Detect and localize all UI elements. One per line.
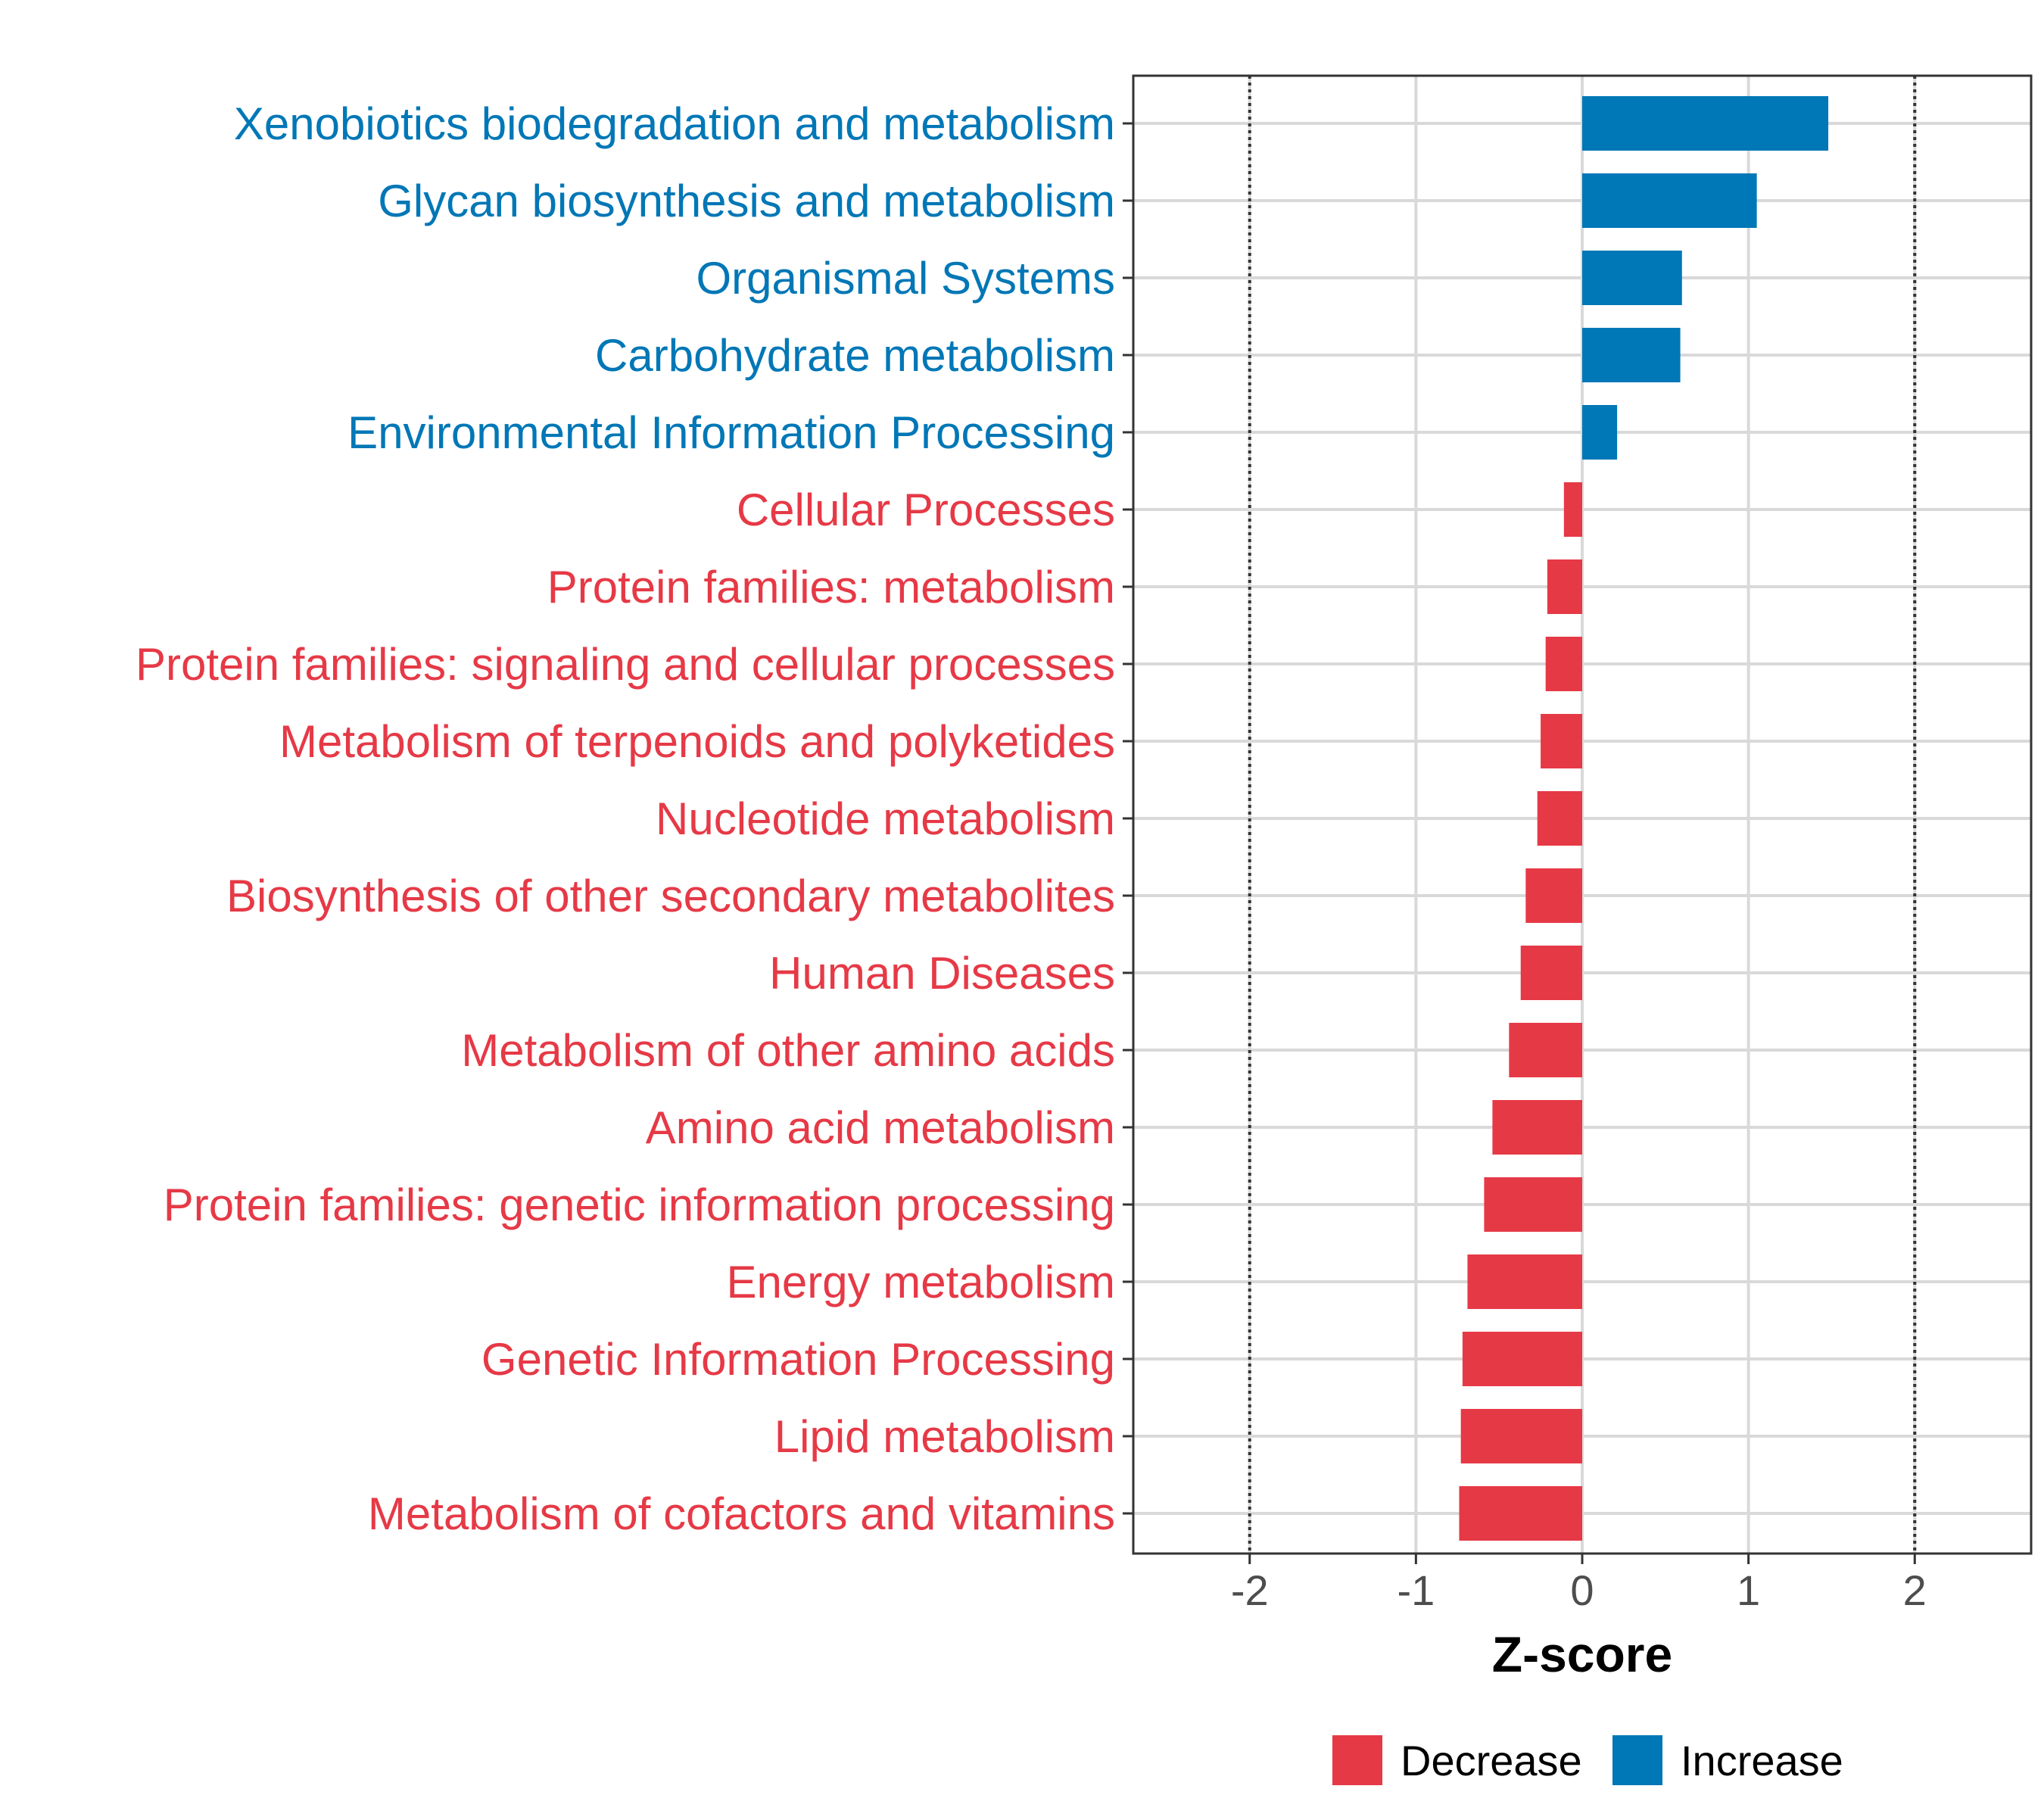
bar — [1537, 791, 1582, 846]
y-tick-label: Carbohydrate metabolism — [595, 330, 1115, 381]
y-axis: Xenobiotics biodegradation and metabolis… — [136, 98, 1133, 1539]
bar — [1509, 1023, 1582, 1077]
bar — [1541, 714, 1582, 768]
y-tick-label: Xenobiotics biodegradation and metabolis… — [234, 98, 1115, 149]
legend-swatch-decrease — [1332, 1735, 1382, 1785]
x-tick-label: -1 — [1397, 1566, 1435, 1614]
bar — [1582, 251, 1682, 305]
legend: Decrease Increase — [1332, 1735, 1843, 1785]
bar — [1459, 1486, 1582, 1541]
bar — [1547, 559, 1582, 614]
y-tick-label: Metabolism of terpenoids and polyketides — [279, 716, 1115, 767]
bar — [1563, 482, 1582, 537]
y-tick-label: Metabolism of cofactors and vitamins — [368, 1488, 1115, 1539]
bar — [1582, 328, 1681, 382]
y-tick-label: Biosynthesis of other secondary metaboli… — [226, 871, 1115, 921]
x-tick-label: -2 — [1231, 1566, 1269, 1614]
y-tick-label: Protein families: genetic information pr… — [164, 1180, 1115, 1230]
x-axis: -2 -1 0 1 2 — [1231, 1554, 1927, 1614]
bar — [1520, 946, 1582, 1000]
bar — [1492, 1100, 1582, 1155]
bar — [1460, 1409, 1582, 1463]
y-tick-label: Glycan biosynthesis and metabolism — [378, 176, 1115, 226]
bars-layer — [1459, 96, 1829, 1541]
y-tick-label: Genetic Information Processing — [481, 1334, 1115, 1385]
bar — [1545, 637, 1582, 691]
y-tick-label: Metabolism of other amino acids — [461, 1025, 1115, 1076]
bar — [1525, 868, 1582, 923]
y-tick-label: Nucleotide metabolism — [656, 793, 1115, 844]
y-tick-label: Protein families: signaling and cellular… — [136, 639, 1115, 690]
bar — [1467, 1254, 1582, 1309]
y-tick-label: Human Diseases — [769, 948, 1115, 999]
bar — [1582, 405, 1618, 460]
x-tick-label: 2 — [1903, 1566, 1927, 1614]
x-axis-title: Z-score — [1492, 1626, 1672, 1682]
x-tick-label: 0 — [1570, 1566, 1594, 1614]
y-tick-label: Energy metabolism — [726, 1257, 1115, 1307]
bar — [1582, 96, 1829, 151]
y-tick-label: Environmental Information Processing — [347, 407, 1115, 458]
bar — [1582, 173, 1757, 228]
legend-swatch-increase — [1612, 1735, 1662, 1785]
reference-lines — [1248, 76, 1917, 1554]
y-tick-label: Lipid metabolism — [774, 1411, 1115, 1462]
y-tick-label: Cellular Processes — [737, 485, 1115, 535]
x-tick-label: 1 — [1737, 1566, 1760, 1614]
y-tick-label: Amino acid metabolism — [646, 1102, 1115, 1153]
legend-label-increase: Increase — [1681, 1737, 1843, 1784]
y-tick-label: Protein families: metabolism — [547, 562, 1115, 612]
bar — [1484, 1177, 1582, 1232]
y-tick-label: Organismal Systems — [696, 253, 1115, 304]
legend-label-decrease: Decrease — [1401, 1737, 1582, 1784]
bar — [1462, 1332, 1582, 1386]
